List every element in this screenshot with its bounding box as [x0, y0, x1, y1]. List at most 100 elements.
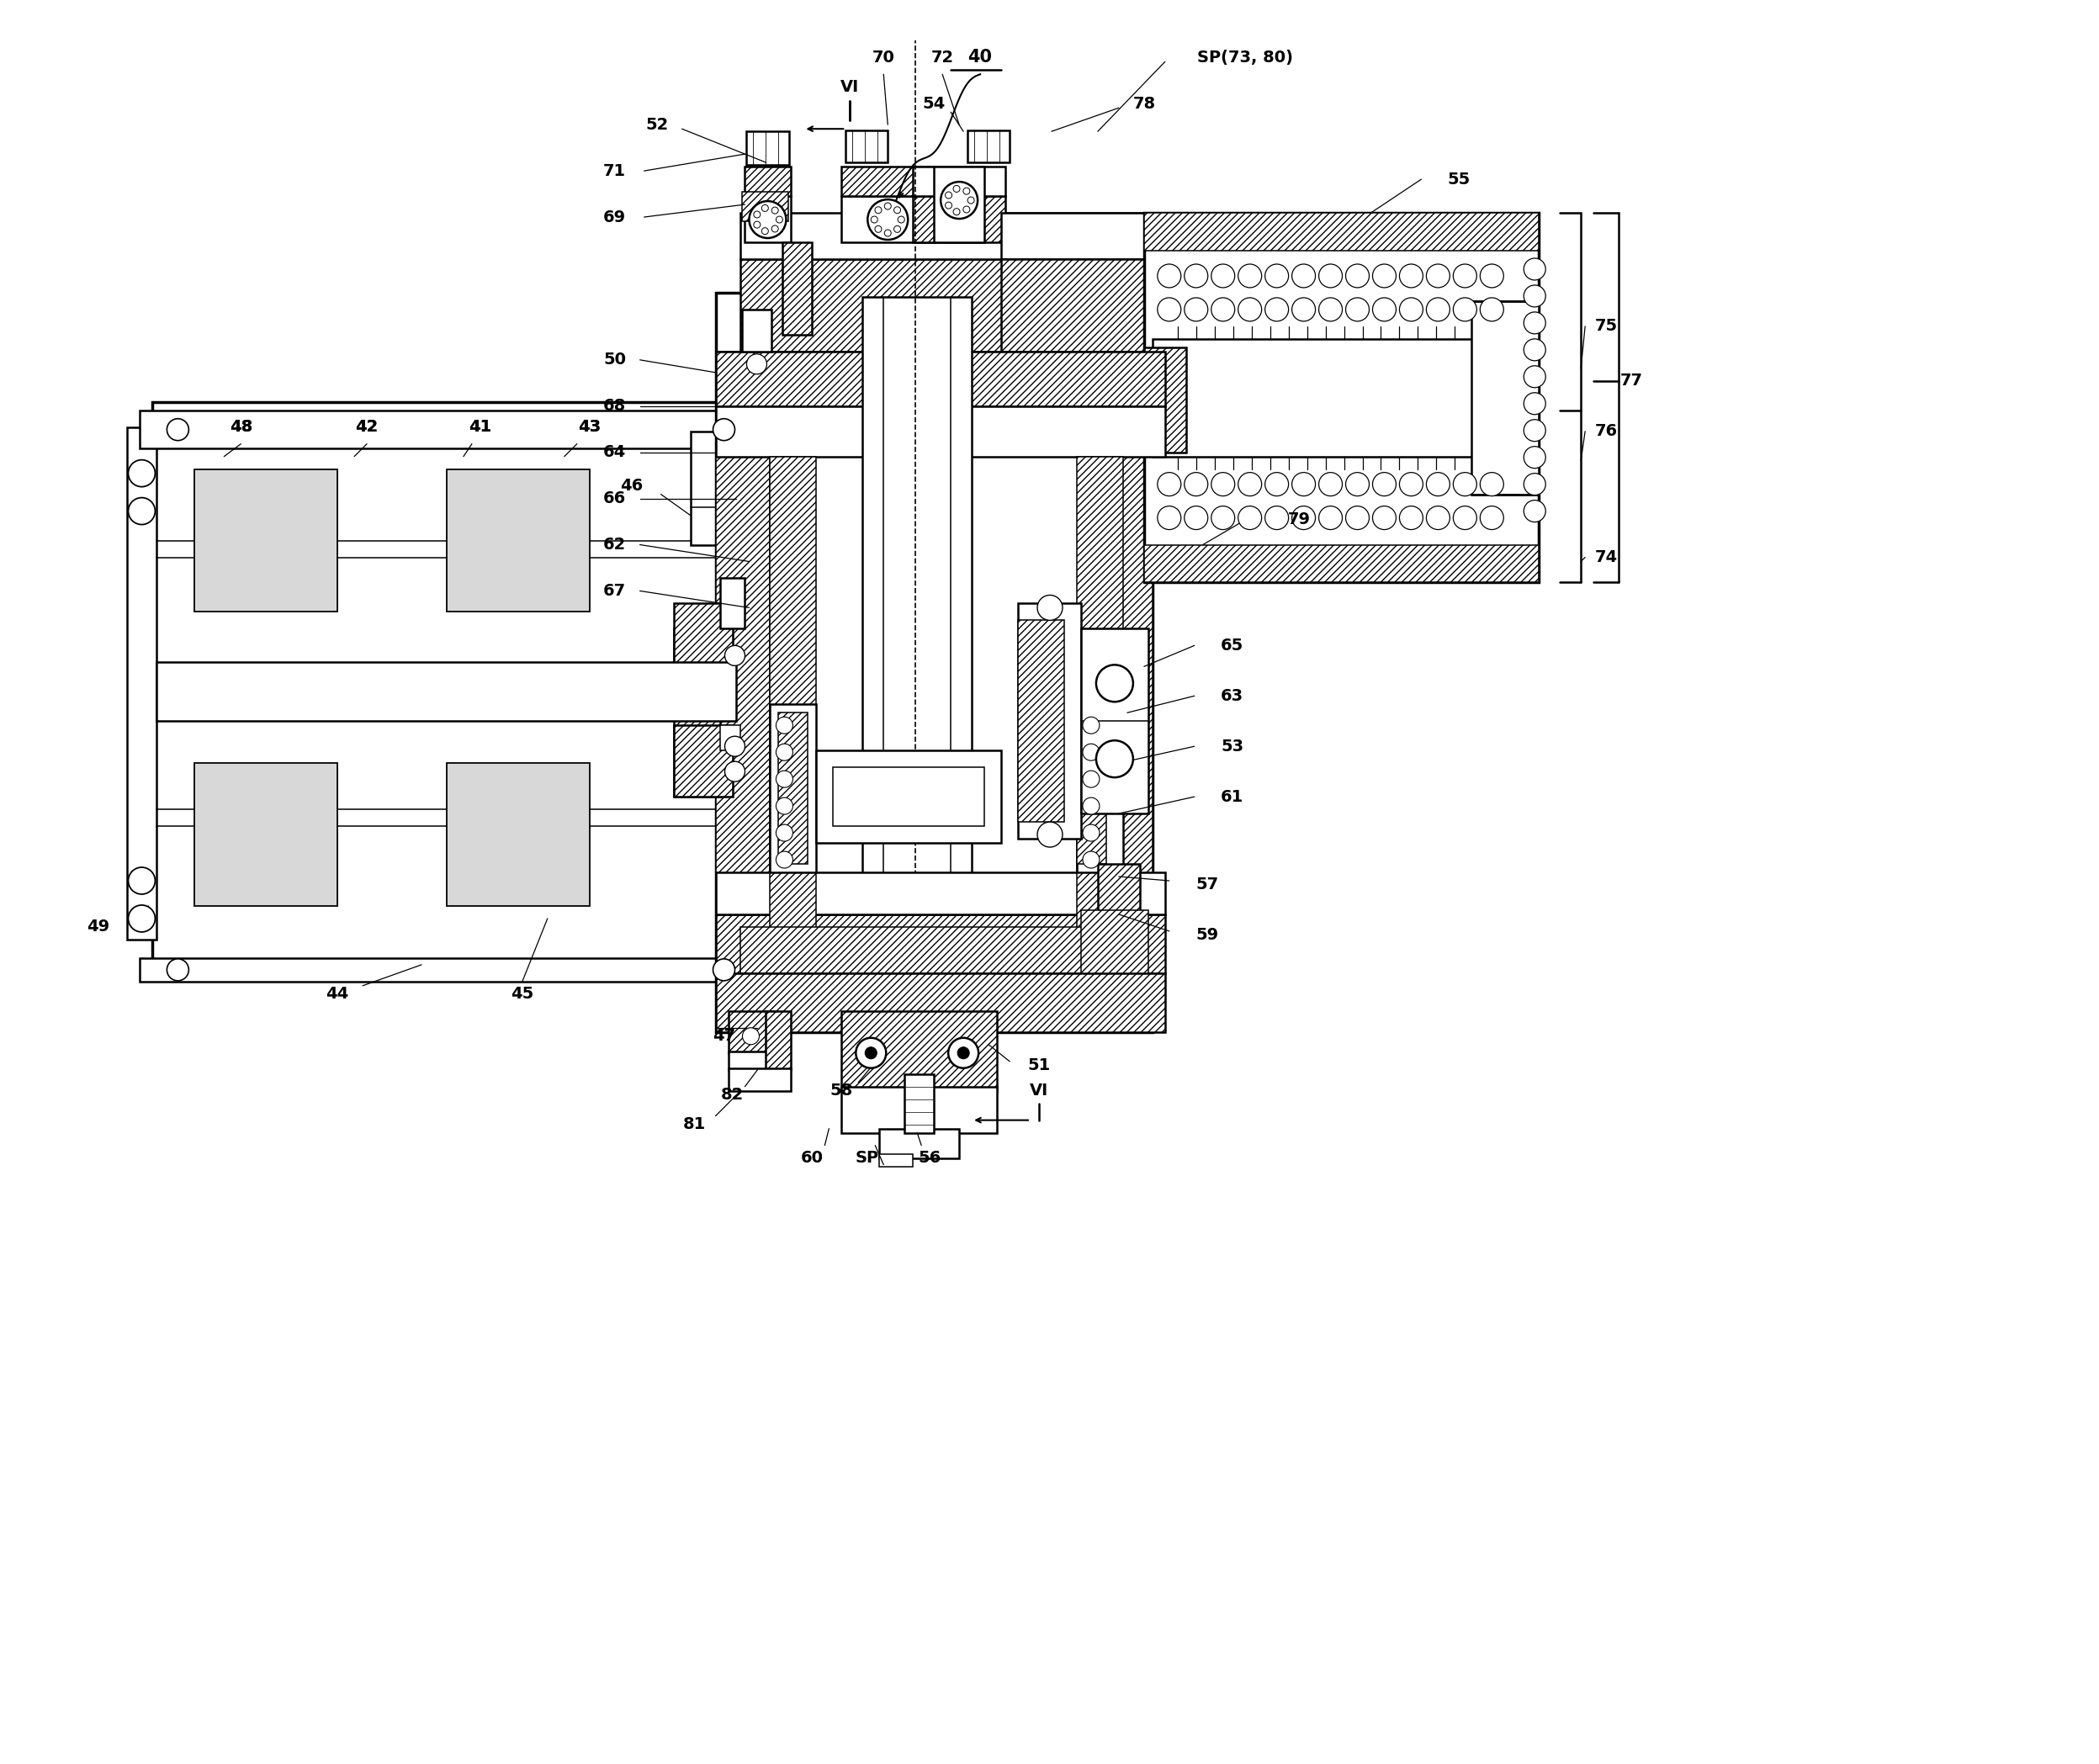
Text: 70: 70	[873, 49, 894, 65]
Bar	[674, 725, 733, 797]
Circle shape	[945, 192, 953, 199]
Bar	[842, 1087, 997, 1132]
Circle shape	[777, 824, 793, 841]
Text: 46: 46	[619, 478, 642, 494]
Text: 51: 51	[1029, 1058, 1050, 1074]
Circle shape	[1345, 265, 1369, 288]
Bar	[1077, 457, 1123, 974]
Text: 41: 41	[468, 420, 491, 436]
Bar	[195, 469, 338, 612]
Text: 66: 66	[602, 490, 626, 506]
Circle shape	[963, 187, 970, 194]
Circle shape	[1157, 298, 1182, 321]
Circle shape	[777, 852, 793, 868]
Bar	[968, 131, 1010, 162]
Bar	[1018, 621, 1064, 822]
Circle shape	[894, 206, 900, 213]
Circle shape	[953, 208, 959, 215]
Bar	[716, 914, 1165, 974]
Circle shape	[1157, 506, 1182, 529]
Bar	[728, 1051, 775, 1069]
Text: 77: 77	[1620, 372, 1644, 388]
Circle shape	[1373, 298, 1396, 321]
Bar	[745, 166, 791, 196]
Circle shape	[898, 217, 905, 222]
Text: 67: 67	[602, 582, 626, 600]
Text: 43: 43	[577, 420, 600, 436]
Bar	[741, 259, 1144, 351]
Bar	[195, 764, 338, 907]
Bar	[141, 411, 754, 448]
Circle shape	[1184, 298, 1207, 321]
Circle shape	[1318, 298, 1341, 321]
Circle shape	[1211, 473, 1234, 496]
Text: 57: 57	[1196, 877, 1217, 893]
Text: 65: 65	[1222, 637, 1245, 653]
Bar	[1081, 910, 1148, 974]
Circle shape	[1291, 265, 1316, 288]
Text: 74: 74	[1595, 549, 1618, 564]
Circle shape	[875, 226, 882, 233]
Bar	[716, 406, 1165, 457]
Bar	[153, 402, 741, 965]
Bar	[770, 977, 1098, 1032]
Text: 52: 52	[644, 116, 667, 132]
Circle shape	[1524, 501, 1545, 522]
Bar	[157, 662, 737, 721]
Circle shape	[1184, 506, 1207, 529]
Text: 48: 48	[229, 420, 252, 436]
Circle shape	[1318, 506, 1341, 529]
Circle shape	[957, 1048, 970, 1058]
Circle shape	[1083, 824, 1100, 841]
Circle shape	[1238, 473, 1261, 496]
Bar	[1081, 628, 1148, 813]
Circle shape	[1037, 594, 1062, 621]
Text: 72: 72	[932, 49, 953, 65]
Circle shape	[1211, 265, 1234, 288]
Circle shape	[1345, 506, 1369, 529]
Circle shape	[1427, 473, 1450, 496]
Bar	[447, 764, 590, 907]
Circle shape	[168, 418, 189, 441]
Text: 41: 41	[468, 420, 491, 436]
Text: 49: 49	[86, 919, 109, 935]
Circle shape	[1184, 473, 1207, 496]
Bar	[1001, 213, 1161, 259]
Circle shape	[1345, 473, 1369, 496]
Circle shape	[754, 220, 760, 228]
Bar	[913, 166, 1005, 196]
Circle shape	[777, 744, 793, 760]
Circle shape	[1400, 506, 1423, 529]
Circle shape	[1480, 265, 1503, 288]
Circle shape	[762, 228, 768, 235]
Bar	[141, 958, 754, 981]
Text: 61: 61	[1222, 789, 1245, 804]
Circle shape	[749, 201, 787, 238]
Circle shape	[1157, 473, 1182, 496]
Circle shape	[856, 1037, 886, 1067]
Circle shape	[1238, 506, 1261, 529]
Circle shape	[777, 217, 783, 222]
Circle shape	[777, 771, 793, 787]
Bar	[745, 196, 791, 242]
Text: 42: 42	[355, 420, 378, 436]
Text: VI: VI	[1031, 1083, 1047, 1099]
Circle shape	[867, 199, 909, 240]
Bar	[846, 131, 888, 162]
Bar	[716, 873, 1165, 914]
Bar	[1018, 603, 1081, 838]
Bar	[1077, 713, 1106, 864]
Text: 69: 69	[602, 210, 626, 226]
Circle shape	[1524, 365, 1545, 388]
Bar	[128, 427, 157, 940]
Circle shape	[762, 205, 768, 212]
Text: 53: 53	[1222, 739, 1243, 755]
Circle shape	[168, 960, 189, 981]
Bar	[934, 166, 984, 242]
Circle shape	[1524, 473, 1545, 496]
Circle shape	[1373, 265, 1396, 288]
Text: 47: 47	[712, 1028, 735, 1044]
Bar	[863, 296, 972, 974]
Circle shape	[1480, 473, 1503, 496]
Text: 43: 43	[577, 420, 600, 436]
